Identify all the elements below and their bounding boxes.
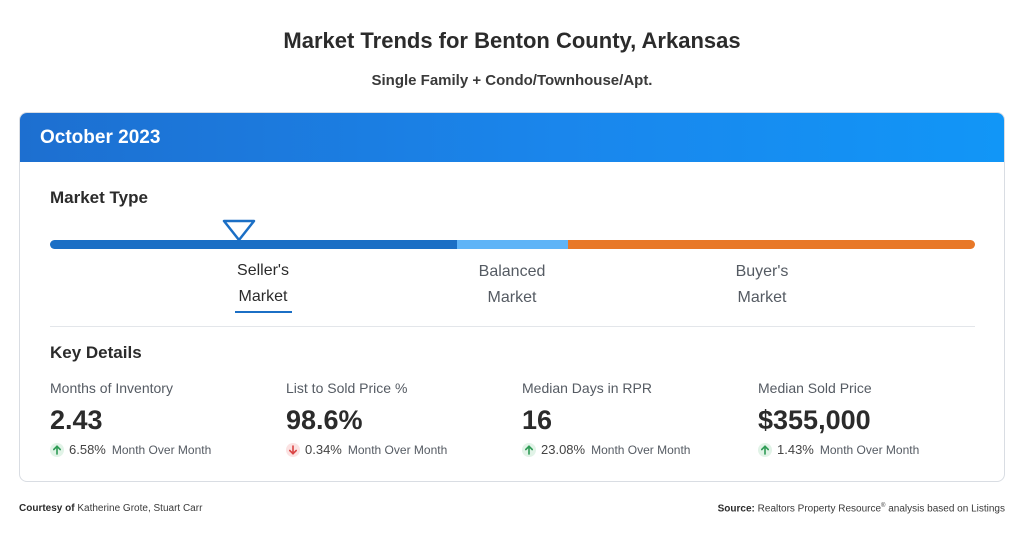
card-header: October 2023 (20, 113, 1004, 162)
buyer-market-segment (568, 240, 975, 249)
metric-value: $355,000 (758, 405, 871, 435)
arrow-up-icon (522, 442, 536, 457)
metric-median-sold-price: Median Sold Price $355,000 1.43% Month O… (758, 380, 988, 457)
source-label: Source: (717, 503, 755, 515)
source-text-b: analysis based on Listings (885, 503, 1005, 515)
metric-change: 0.34% Month Over Month (286, 442, 516, 457)
metric-label: Median Days in RPR (522, 380, 652, 396)
market-indicator-icon (222, 219, 256, 242)
buyer-market-label[interactable]: Buyer's Market (692, 259, 832, 311)
change-period: Month Over Month (591, 442, 691, 457)
metric-value: 98.6% (286, 405, 363, 435)
source-text-a: Realtors Property Resource (757, 503, 882, 515)
metric-change: 23.08% Month Over Month (522, 442, 752, 457)
metric-value: 2.43 (50, 405, 103, 435)
change-period: Month Over Month (347, 442, 448, 457)
seller-market-segment (50, 240, 457, 249)
metric-months-of-inventory: Months of Inventory 2.43 6.58% Month Ove… (50, 380, 280, 457)
courtesy-footer: Courtesy of Katherine Grote, Stuart Carr (19, 503, 202, 514)
metric-median-days-in-rpr: Median Days in RPR 16 23.08% Month Over … (522, 380, 752, 457)
source-footer: Source: Realtors Property Resource® anal… (718, 503, 1005, 514)
page-subtitle: Single Family + Condo/Townhouse/Apt. (371, 72, 653, 89)
seller-market-label[interactable]: Seller's Market (193, 258, 333, 310)
arrow-up-icon (50, 442, 64, 457)
metric-list-to-sold-price: List to Sold Price % 98.6% 0.34% Month O… (286, 380, 516, 457)
courtesy-label: Courtesy of (19, 503, 75, 514)
arrow-up-icon (758, 442, 772, 457)
balanced-label-line2: Market (487, 289, 537, 306)
seller-label-line1: Seller's (237, 262, 289, 279)
market-trends-card: October 2023 Market Type Seller's Market… (19, 112, 1005, 482)
registered-mark: ® (881, 503, 886, 509)
page-title: Market Trends for Benton County, Arkansa… (283, 28, 741, 53)
change-percent: 1.43% (777, 442, 814, 457)
change-period: Month Over Month (111, 442, 212, 457)
change-period: Month Over Month (819, 442, 920, 457)
change-percent: 6.58% (69, 442, 106, 457)
balanced-market-label[interactable]: Balanced Market (442, 259, 582, 311)
metric-label: Median Sold Price (758, 380, 872, 396)
arrow-down-icon (286, 442, 300, 457)
metric-change: 6.58% Month Over Month (50, 442, 280, 457)
metric-label: List to Sold Price % (286, 380, 408, 396)
section-divider (50, 326, 975, 327)
market-type-scale (50, 240, 975, 249)
seller-label-line2: Market (238, 288, 288, 305)
key-details-heading: Key Details (50, 343, 142, 362)
change-percent: 0.34% (305, 442, 342, 457)
change-percent: 23.08% (541, 442, 586, 457)
selected-market-underline (235, 311, 292, 313)
balanced-label-line1: Balanced (478, 263, 546, 280)
metric-label: Months of Inventory (50, 380, 173, 396)
metric-change: 1.43% Month Over Month (758, 442, 988, 457)
balanced-market-segment (457, 240, 568, 249)
buyer-label-line1: Buyer's (735, 263, 789, 280)
courtesy-names: Katherine Grote, Stuart Carr (77, 503, 203, 514)
market-type-heading: Market Type (50, 188, 148, 207)
metric-value: 16 (522, 405, 553, 435)
buyer-label-line2: Market (737, 289, 787, 306)
period-title: October 2023 (40, 126, 161, 148)
